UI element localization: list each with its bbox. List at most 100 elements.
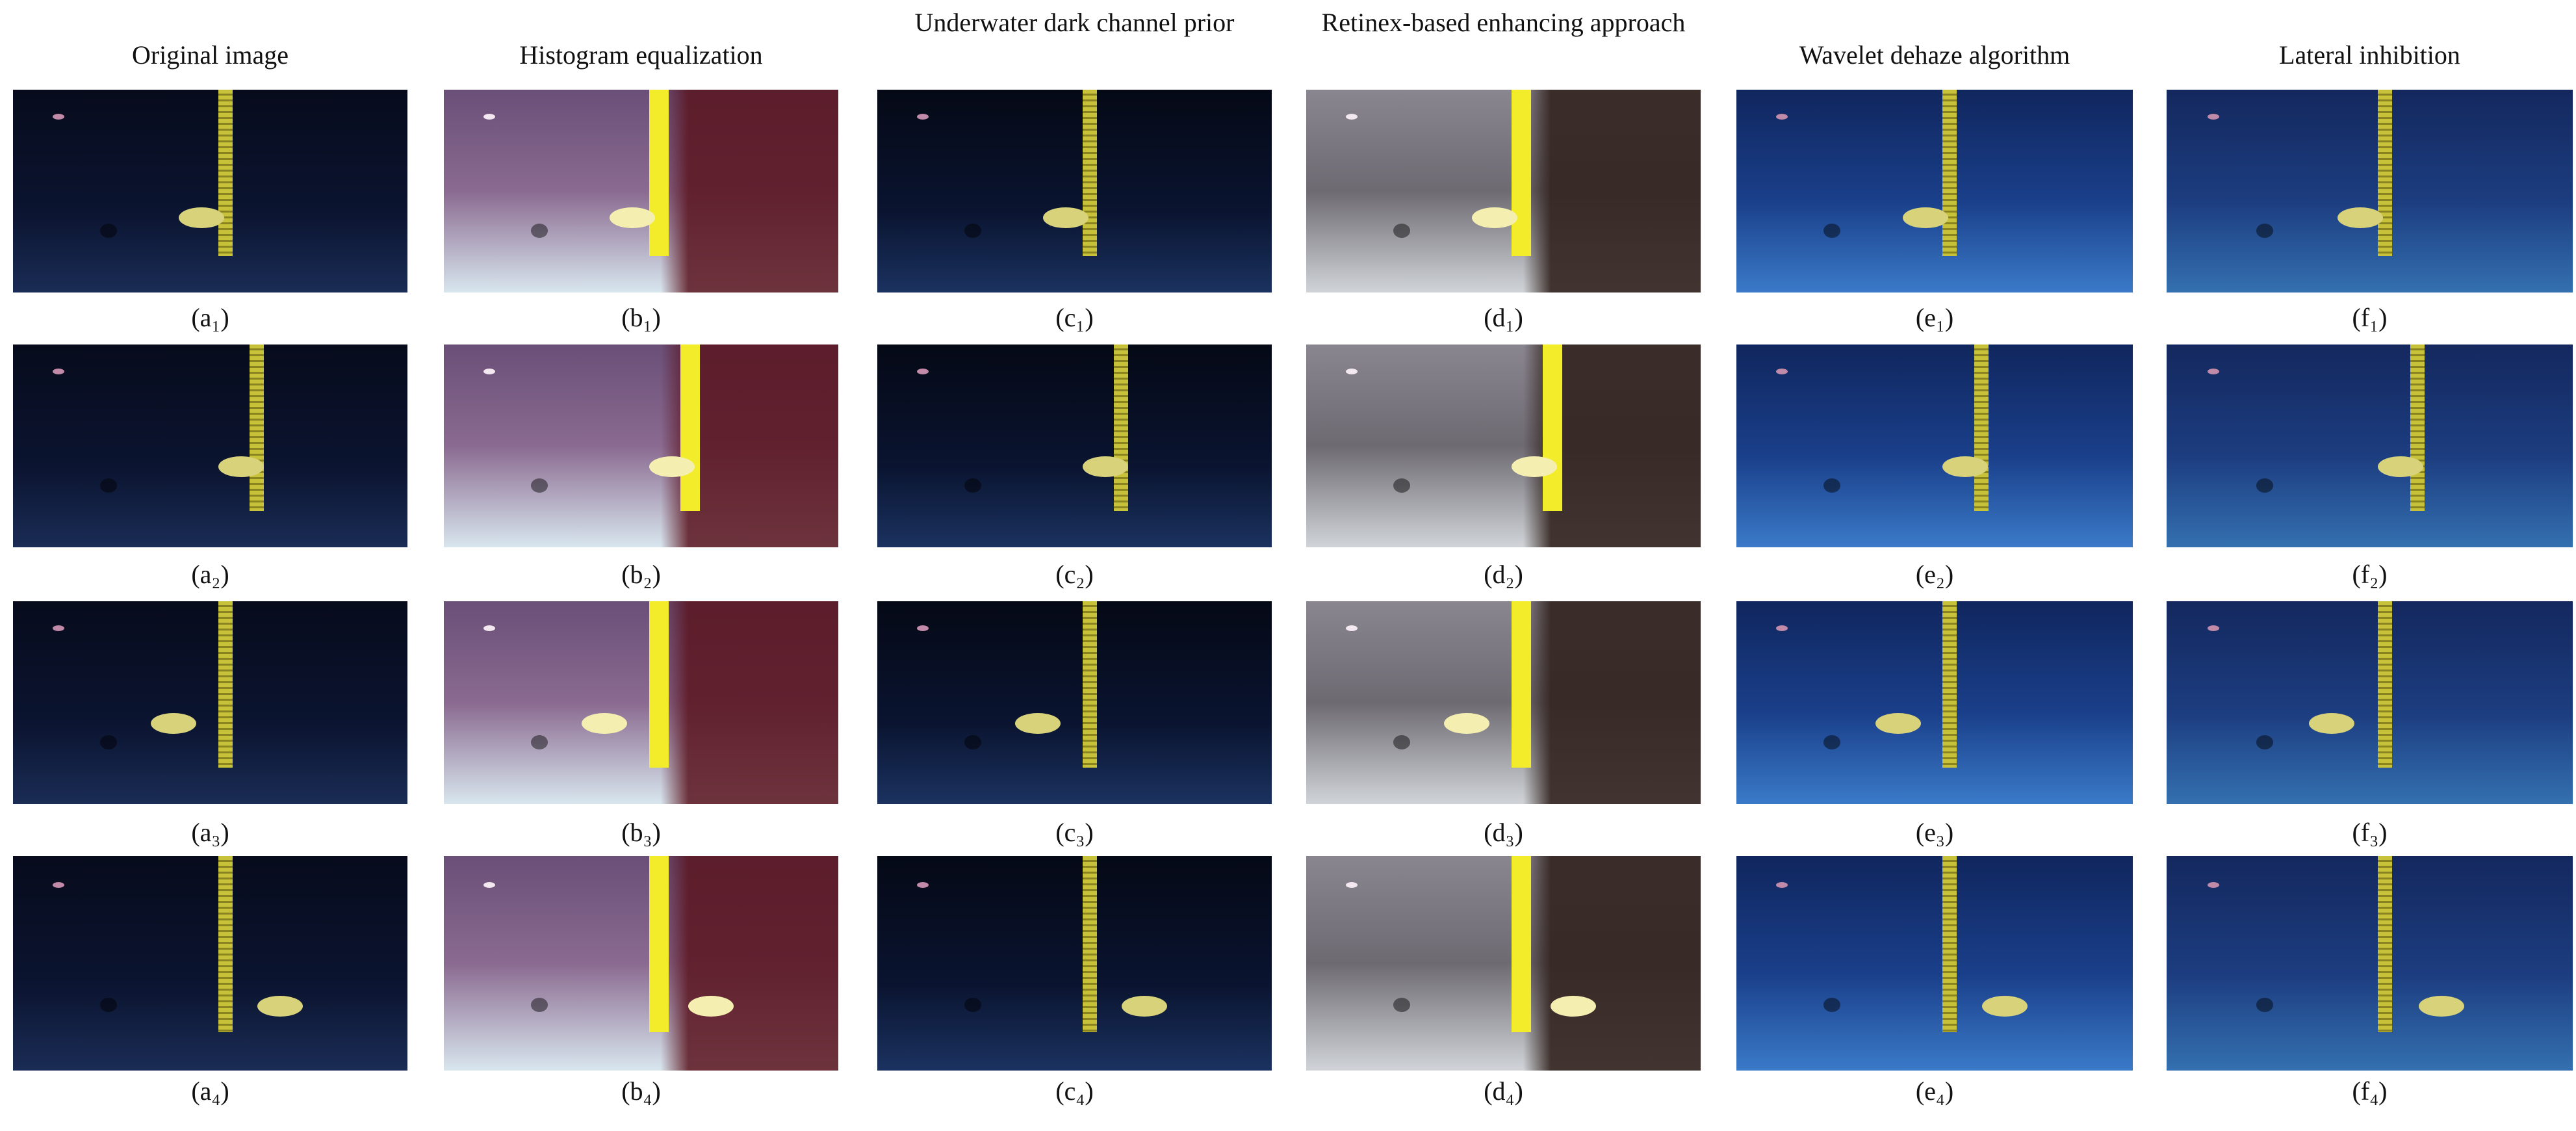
rock: [1393, 997, 1410, 1012]
ruler: [250, 344, 264, 511]
light-spot: [1776, 369, 1788, 375]
ruler: [2410, 344, 2425, 511]
rock: [1823, 734, 1841, 749]
panel-label: (f₂): [2352, 560, 2388, 589]
fish: [1471, 207, 1517, 228]
rock: [2256, 997, 2273, 1012]
panel-label: (a₄): [191, 1076, 229, 1106]
ruler: [218, 601, 233, 768]
light-spot: [2207, 625, 2219, 632]
image-panel: [13, 856, 407, 1071]
image-panel: [1736, 90, 2133, 292]
column-title: Wavelet dehaze algorithm: [1799, 40, 2070, 70]
panel-label: (d₄): [1484, 1076, 1523, 1106]
light-spot: [2207, 881, 2219, 888]
ruler: [1511, 601, 1531, 768]
light-spot: [52, 114, 64, 120]
rock: [2256, 223, 2273, 238]
ruler: [1082, 856, 1097, 1032]
light-spot: [483, 114, 495, 120]
ruler: [1942, 90, 1957, 256]
fish: [1875, 712, 1921, 734]
light-spot: [1345, 625, 1358, 632]
panel-label: (b₂): [621, 560, 661, 589]
ruler: [2378, 90, 2392, 256]
fish: [178, 207, 224, 228]
image-panel: [1306, 344, 1701, 547]
rock: [530, 997, 548, 1012]
ruler: [680, 344, 701, 511]
fish: [1122, 995, 1168, 1017]
light-spot: [1345, 881, 1358, 888]
light-spot: [916, 881, 929, 888]
rock: [99, 997, 117, 1012]
light-spot: [1776, 625, 1788, 632]
column-title: Underwater dark channel prior: [914, 8, 1235, 37]
rock: [99, 223, 117, 238]
light-spot: [1345, 369, 1358, 375]
rock: [530, 478, 548, 493]
panel-label: (d₁): [1484, 303, 1523, 332]
ruler: [1942, 601, 1957, 768]
rock: [530, 223, 548, 238]
column-title: Histogram equalization: [519, 40, 763, 70]
rock: [1823, 223, 1841, 238]
rock: [1393, 734, 1410, 749]
image-panel: [444, 856, 838, 1071]
ruler: [1511, 856, 1531, 1032]
rock: [99, 734, 117, 749]
panel-label: (e₃): [1915, 818, 1954, 847]
rock: [1823, 997, 1841, 1012]
fish: [649, 456, 695, 477]
ruler: [218, 90, 233, 256]
panel-label: (f₁): [2352, 303, 2388, 332]
image-panel: [1306, 90, 1701, 292]
ruler: [2378, 601, 2392, 768]
fish: [257, 995, 303, 1017]
panel-label: (d₂): [1484, 560, 1523, 589]
ruler: [1114, 344, 1129, 511]
image-panel: [13, 344, 407, 547]
image-panel: [1306, 856, 1701, 1071]
fish: [2337, 207, 2383, 228]
light-spot: [2207, 369, 2219, 375]
light-spot: [52, 369, 64, 375]
fish: [2308, 712, 2354, 734]
panel-label: (e₁): [1915, 303, 1954, 332]
light-spot: [483, 881, 495, 888]
rock: [530, 734, 548, 749]
fish: [1082, 456, 1128, 477]
image-panel: [1736, 601, 2133, 804]
panel-label: (e₂): [1915, 560, 1954, 589]
image-panel: [877, 856, 1272, 1071]
panel-label: (c₃): [1055, 818, 1094, 847]
light-spot: [483, 625, 495, 632]
image-panel: [877, 601, 1272, 804]
rock: [964, 997, 981, 1012]
rock: [964, 223, 981, 238]
fish: [1982, 995, 2028, 1017]
panel-label: (c₁): [1055, 303, 1094, 332]
fish: [1511, 456, 1557, 477]
rock: [99, 478, 117, 493]
image-panel: [1736, 856, 2133, 1071]
fish: [218, 456, 264, 477]
image-panel: [2167, 856, 2573, 1071]
image-panel: [877, 344, 1272, 547]
light-spot: [1776, 881, 1788, 888]
rock: [1393, 223, 1410, 238]
image-panel: [1736, 344, 2133, 547]
fish: [2418, 995, 2464, 1017]
image-panel: [444, 344, 838, 547]
light-spot: [52, 625, 64, 632]
image-panel: [444, 90, 838, 292]
panel-label: (e₄): [1915, 1076, 1954, 1106]
image-panel: [13, 601, 407, 804]
image-panel: [13, 90, 407, 292]
fish: [688, 995, 734, 1017]
ruler: [1511, 90, 1531, 256]
fish: [582, 712, 628, 734]
panel-label: (f₄): [2352, 1076, 2388, 1106]
fish: [1015, 712, 1061, 734]
fish: [1551, 995, 1597, 1017]
